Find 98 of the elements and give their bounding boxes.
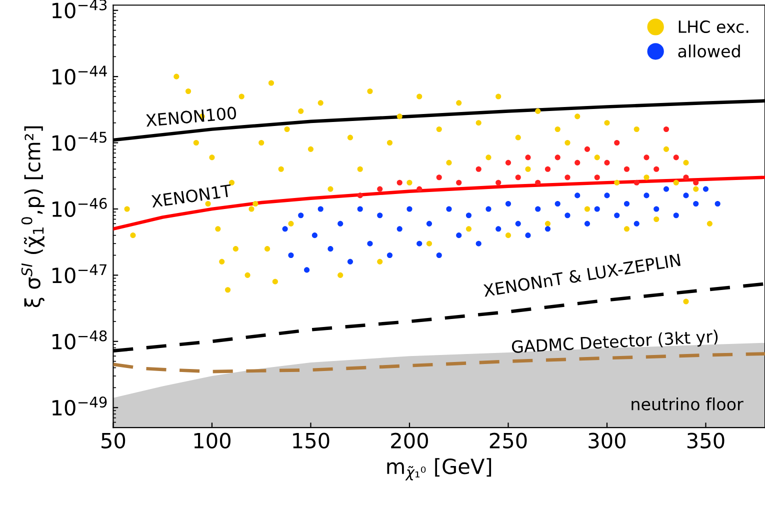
point — [377, 186, 383, 192]
point — [525, 232, 531, 238]
point — [377, 212, 383, 218]
y-tick-label: 10$^{−49}$ — [52, 396, 107, 416]
point — [634, 180, 640, 186]
legend-label: allowed — [678, 44, 740, 58]
legend-label: LHC exc. — [678, 20, 748, 34]
point — [693, 200, 699, 207]
line-series — [113, 176, 765, 231]
point — [396, 180, 402, 186]
point — [436, 252, 442, 258]
text: XENONnT & LUX-ZEPLIN — [482, 254, 681, 297]
point — [544, 226, 551, 232]
y-tick-label: 10$^{−44}$ — [52, 66, 107, 85]
point — [564, 174, 570, 180]
point — [396, 226, 402, 232]
point — [693, 180, 699, 186]
point — [574, 160, 580, 166]
point — [544, 166, 551, 172]
point — [476, 166, 482, 172]
point — [654, 166, 660, 172]
point — [338, 220, 344, 226]
point — [446, 206, 452, 212]
x-tick-label: 50 — [102, 432, 126, 449]
point — [304, 267, 310, 273]
point — [584, 220, 590, 226]
point — [594, 206, 600, 212]
point — [535, 206, 541, 212]
point — [614, 140, 620, 146]
point — [525, 154, 531, 160]
point — [347, 258, 354, 264]
point — [663, 126, 670, 132]
point — [456, 180, 462, 186]
x-tick-label: 150 — [293, 432, 330, 449]
point — [312, 232, 318, 238]
x-tick-label: 300 — [588, 432, 626, 449]
point — [515, 220, 521, 226]
point — [505, 200, 512, 207]
y-tick-label: 10$^{−47}$ — [52, 264, 106, 284]
point — [486, 206, 492, 212]
point — [496, 226, 502, 232]
point — [683, 174, 689, 180]
point — [426, 220, 432, 226]
point — [416, 240, 422, 246]
point — [298, 212, 304, 218]
line-series — [113, 352, 765, 374]
point — [624, 200, 630, 207]
y-axis-title: ξ σ$^{SI}$ (χ̃$_{1}$$^{0}$,p) [cm²] — [21, 126, 45, 308]
series-label: XENON100 — [146, 106, 236, 127]
point — [496, 180, 502, 186]
x-tick-label: 200 — [391, 432, 428, 449]
point — [416, 186, 422, 192]
point — [515, 174, 521, 180]
point — [554, 200, 560, 207]
point — [644, 192, 650, 198]
point — [357, 192, 363, 198]
point — [406, 206, 412, 212]
point — [554, 154, 560, 160]
x-tick-label: 250 — [490, 432, 527, 449]
point — [604, 192, 610, 198]
y-tick-label: 10$^{−46}$ — [52, 198, 107, 218]
point — [624, 166, 630, 172]
point — [456, 232, 462, 238]
point — [476, 240, 482, 246]
point — [714, 200, 720, 207]
point — [673, 212, 679, 218]
point — [386, 252, 393, 258]
point — [288, 252, 294, 258]
point — [357, 206, 363, 212]
point — [367, 240, 373, 246]
series-label: GADMC Detector (3kt yr) — [512, 330, 718, 356]
point — [634, 220, 640, 226]
x-tick-label: 350 — [687, 432, 724, 449]
point — [673, 154, 679, 160]
point — [535, 180, 541, 186]
point — [574, 192, 580, 198]
point — [328, 246, 334, 252]
point — [505, 160, 512, 166]
point — [584, 146, 590, 152]
point — [702, 186, 709, 192]
point — [683, 192, 689, 198]
x-axis-title: m$_{χ̃₁⁰}$ [GeV] — [387, 458, 492, 480]
text: XENON1T — [150, 184, 232, 208]
x-tick-label: 100 — [194, 432, 230, 449]
point — [663, 186, 670, 192]
point — [594, 174, 600, 180]
point — [644, 154, 650, 160]
point — [564, 212, 570, 218]
y-tick-label: 10$^{−45}$ — [52, 132, 106, 151]
y-tick-label: 10$^{−48}$ — [52, 330, 107, 350]
point — [654, 206, 660, 212]
point — [604, 160, 610, 166]
point — [466, 212, 472, 218]
point — [318, 206, 324, 212]
point — [614, 212, 620, 218]
point — [436, 174, 442, 180]
series-label: neutrino floor — [632, 398, 744, 410]
point — [282, 226, 288, 232]
